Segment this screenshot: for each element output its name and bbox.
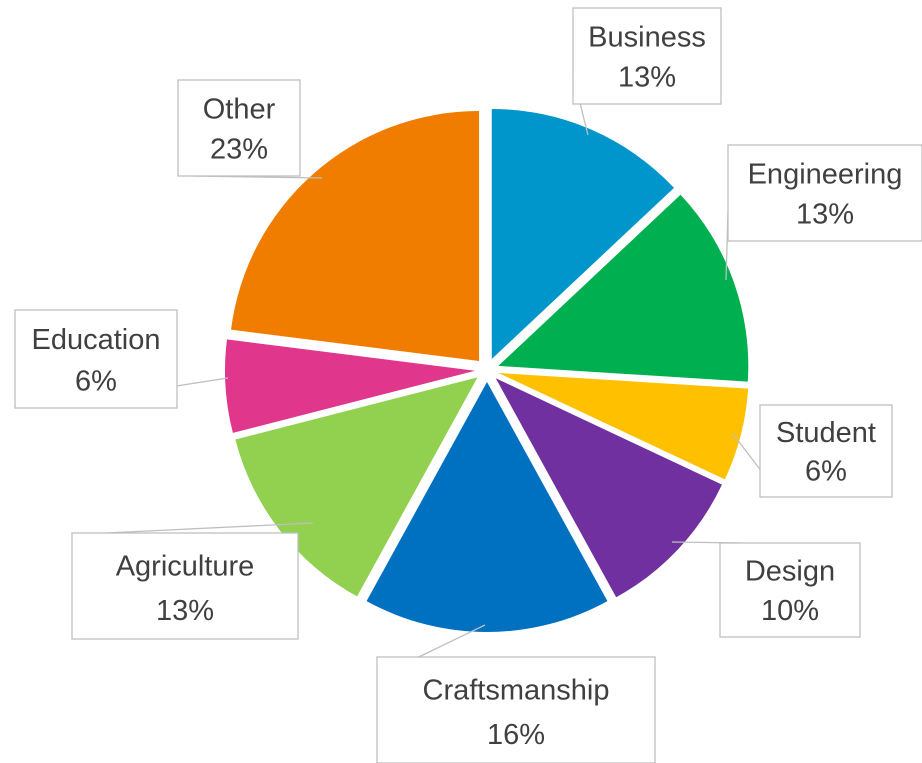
callout-box: [376, 656, 656, 763]
category-label: Other: [203, 93, 276, 125]
pie-slice-design: [495, 378, 722, 598]
callout-box: [14, 309, 178, 409]
callout-education: Education 6%: [14, 309, 229, 409]
percent-label: 13%: [618, 62, 676, 94]
callout-engineering: Engineering 13%: [725, 144, 922, 281]
callout-business: Business 13%: [572, 7, 722, 136]
percent-label: 6%: [75, 365, 117, 397]
percent-label: 13%: [156, 595, 214, 627]
category-label: Agriculture: [116, 550, 255, 582]
pie-slice-engineering: [498, 194, 749, 382]
pie-slices: [225, 108, 749, 632]
percent-label: 10%: [761, 595, 819, 627]
percent-label: 13%: [796, 199, 854, 231]
category-label: Engineering: [748, 158, 903, 190]
callout-box: [727, 144, 922, 242]
leader-line: [418, 624, 486, 658]
callout-craftsmanship: Craftsmanship 16%: [376, 624, 656, 763]
percent-label: 16%: [487, 719, 545, 751]
category-label: Design: [745, 556, 835, 588]
percent-label: 6%: [805, 455, 847, 487]
callout-box: [71, 532, 299, 640]
callout-box: [572, 7, 722, 105]
callout-design: Design 10%: [671, 541, 861, 638]
callout-student: Student 6%: [732, 404, 893, 498]
data-label-callouts: Business 13% Engineering 13% Student 6% Design…: [14, 7, 922, 763]
category-label: Student: [776, 417, 876, 449]
pie-slice-craftsmanship: [366, 382, 608, 632]
callout-box: [177, 79, 301, 177]
category-label: Business: [588, 21, 706, 53]
leader-line: [105, 522, 314, 534]
pie-slice-education: [225, 339, 476, 433]
callout-box: [719, 542, 861, 638]
category-label: Education: [32, 324, 161, 356]
callout-agriculture: Agriculture 13%: [71, 522, 314, 640]
callout-box: [759, 404, 893, 498]
leader-line: [732, 433, 761, 470]
pie-slice-business: [491, 108, 675, 359]
category-label: Craftsmanship: [423, 674, 610, 706]
pie-slice-other: [231, 110, 480, 361]
pie-slice-student: [498, 372, 749, 480]
percent-label: 23%: [210, 134, 268, 166]
callout-other: Other 23%: [177, 79, 323, 179]
